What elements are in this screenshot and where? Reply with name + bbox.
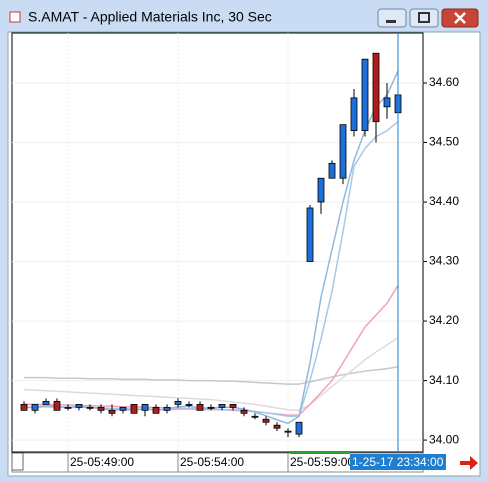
candle-body <box>20 403 28 411</box>
candle-body <box>383 97 391 108</box>
candle-body <box>207 406 215 409</box>
y-tick-label: 34.20 <box>429 313 459 327</box>
candle-body <box>339 124 347 179</box>
minimize-icon <box>386 20 396 23</box>
candle-body <box>64 406 72 409</box>
y-tick-label: 34.40 <box>429 194 459 208</box>
candle-body <box>42 401 50 405</box>
y-tick-label: 34.50 <box>429 135 459 149</box>
cursor-label: 1-25-17 23:34:00 <box>352 455 444 469</box>
y-tick-label: 34.00 <box>429 432 459 446</box>
candle-body <box>361 58 369 132</box>
candle-body <box>75 403 83 408</box>
y-tick-label: 34.30 <box>429 254 459 268</box>
candle-body <box>108 409 116 414</box>
candle-body <box>251 415 259 418</box>
candle-body <box>141 403 149 411</box>
candle-body <box>119 406 127 411</box>
candle-body <box>196 403 204 411</box>
maximize-icon <box>418 12 430 23</box>
plot-area <box>11 32 424 453</box>
x-tick-label: 25-05:49:00 <box>70 455 134 469</box>
candle-body <box>218 403 226 408</box>
app-icon <box>9 11 21 23</box>
candle-body <box>130 403 138 414</box>
candle-body <box>284 430 292 433</box>
x-tick-label: 25-05:54:00 <box>180 455 244 469</box>
scroll-box[interactable] <box>11 452 24 471</box>
candle-body <box>97 406 105 411</box>
candle-body <box>306 207 314 262</box>
session-bar <box>290 451 350 454</box>
moving-average-line <box>23 337 399 412</box>
y-tick-label: 34.60 <box>429 75 459 89</box>
moving-average-line <box>24 366 399 385</box>
candle-body <box>229 403 237 408</box>
x-tick-label: 25-05:59:00 <box>290 455 354 469</box>
window-title: S.AMAT - Applied Materials Inc, 30 Sec <box>28 9 272 25</box>
candle-body <box>86 406 94 409</box>
candle-body <box>53 401 61 411</box>
candle-body <box>295 421 303 435</box>
candle-body <box>152 406 160 414</box>
close-icon <box>454 12 466 24</box>
candle-body <box>317 177 325 203</box>
candle-body <box>372 52 380 123</box>
candle-body <box>185 403 193 406</box>
candle-body <box>273 424 281 429</box>
minimize-button[interactable] <box>377 8 407 28</box>
y-tick-label: 34.10 <box>429 373 459 387</box>
scroll-arrow[interactable] <box>460 456 478 470</box>
candle-body <box>328 162 336 179</box>
cursor-label-box <box>350 454 446 470</box>
candle-body <box>240 409 248 414</box>
candle-body <box>31 403 39 411</box>
candle-body <box>163 406 171 411</box>
maximize-button[interactable] <box>409 8 439 28</box>
candle-body <box>174 401 182 405</box>
candle-body <box>350 97 358 132</box>
candle-body <box>262 418 270 423</box>
